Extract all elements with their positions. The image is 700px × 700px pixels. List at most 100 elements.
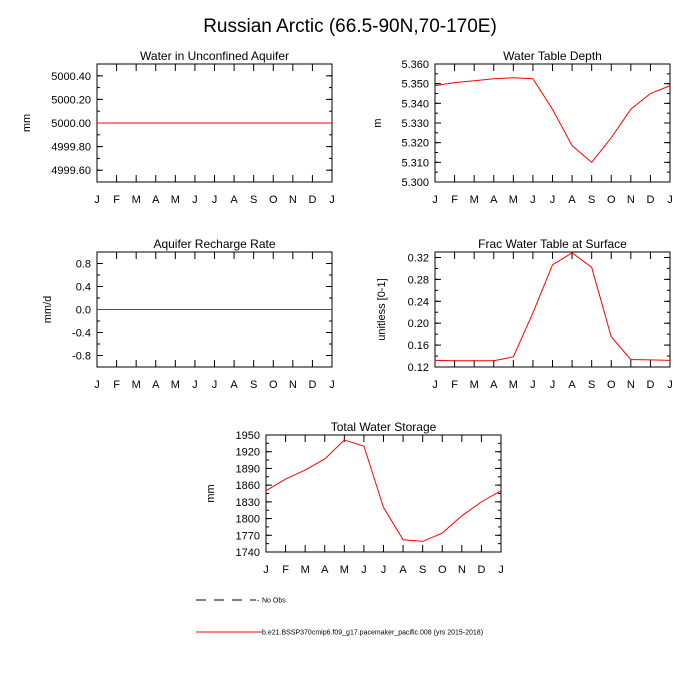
chart-frac-water-table-surface: Frac Water Table at Surface unitless [0-1…	[376, 237, 673, 391]
plot-frame	[434, 63, 671, 183]
x-tick-label: N	[289, 379, 297, 391]
y-tick-label: 5000.40	[51, 71, 91, 83]
x-tick-label: D	[646, 194, 654, 206]
y-tick-label: 1860	[236, 480, 260, 492]
y-axis-label: mm/d	[42, 296, 54, 324]
y-tick-label: 5.310	[401, 157, 429, 169]
x-tick-label: A	[152, 379, 160, 391]
x-tick-label: J	[212, 379, 218, 391]
chart-title: Water in Unconfined Aquifer	[140, 49, 289, 63]
x-tick-label: F	[451, 379, 458, 391]
x-tick-label: J	[667, 379, 673, 391]
x-tick-label: O	[269, 379, 278, 391]
y-tick-label: 1950	[236, 430, 260, 442]
x-tick-label: M	[171, 194, 180, 206]
x-tick-label: J	[530, 379, 536, 391]
legend-obs-label: No Obs	[262, 598, 286, 605]
x-tick-label: A	[568, 194, 576, 206]
x-tick-label: A	[490, 194, 498, 206]
x-tick-label: M	[132, 194, 141, 206]
x-tick-label: M	[132, 379, 141, 391]
y-tick-label: 1800	[236, 514, 260, 526]
x-tick-label: M	[340, 564, 349, 576]
x-tick-label: F	[113, 379, 120, 391]
x-tick-label: M	[301, 564, 310, 576]
figure-title: Russian Arctic (66.5-90N,70-170E)	[203, 16, 497, 37]
y-tick-label: 0.12	[408, 362, 429, 374]
series-line	[265, 439, 502, 542]
x-tick-label: N	[289, 194, 297, 206]
x-tick-label: D	[308, 379, 316, 391]
y-tick-label: 5000.00	[51, 118, 91, 130]
x-tick-label: J	[550, 379, 556, 391]
y-tick-label: -0.4	[72, 328, 91, 340]
y-tick-label: 5.360	[401, 59, 429, 71]
x-tick-label: J	[361, 564, 367, 576]
series-line	[434, 77, 671, 164]
y-tick-label: 0.16	[408, 340, 429, 352]
x-tick-label: M	[171, 379, 180, 391]
x-tick-label: F	[113, 194, 120, 206]
y-tick-label: 0.4	[76, 282, 91, 294]
x-tick-label: A	[230, 379, 238, 391]
x-tick-label: J	[432, 379, 438, 391]
x-tick-label: J	[94, 194, 100, 206]
x-tick-label: D	[646, 379, 654, 391]
x-tick-label: M	[509, 379, 518, 391]
x-tick-label: S	[588, 379, 595, 391]
x-tick-label: N	[627, 379, 635, 391]
x-tick-label: J	[329, 379, 335, 391]
legend-model-label: b.e21.BSSP370cmip6.f09_g17.pacemaker_pac…	[262, 630, 483, 637]
x-tick-label: D	[308, 194, 316, 206]
x-tick-label: A	[321, 564, 329, 576]
chart-title: Water Table Depth	[503, 49, 602, 63]
x-tick-label: S	[250, 194, 257, 206]
y-tick-label: 1920	[236, 447, 260, 459]
x-tick-label: A	[152, 194, 160, 206]
y-tick-label: 1830	[236, 497, 260, 509]
x-tick-label: J	[667, 194, 673, 206]
legend: - No Obs b.e21.BSSP370cmip6.f09_g17.pace…	[196, 598, 483, 637]
chart-title: Aquifer Recharge Rate	[153, 237, 275, 251]
y-tick-label: 5.330	[401, 118, 429, 130]
y-axis-label: mm	[205, 484, 217, 502]
series-line	[434, 252, 671, 362]
x-tick-label: J	[94, 379, 100, 391]
x-tick-label: S	[419, 564, 426, 576]
x-tick-label: A	[490, 379, 498, 391]
x-tick-label: A	[230, 194, 238, 206]
x-tick-label: F	[282, 564, 289, 576]
plot-frame	[265, 434, 502, 553]
x-tick-label: N	[627, 194, 635, 206]
y-tick-label: 0.28	[408, 274, 429, 286]
y-tick-label: 4999.80	[51, 142, 91, 154]
x-tick-label: M	[470, 194, 479, 206]
x-tick-label: J	[263, 564, 269, 576]
y-tick-label: 0.0	[76, 305, 91, 317]
x-tick-label: J	[530, 194, 536, 206]
x-tick-label: S	[588, 194, 595, 206]
x-tick-label: O	[269, 194, 278, 206]
y-tick-label: 4999.60	[51, 165, 91, 177]
y-axis-label: m	[372, 118, 384, 127]
y-tick-label: 0.8	[76, 259, 91, 271]
y-tick-label: 0.20	[408, 318, 429, 330]
x-tick-label: O	[607, 379, 616, 391]
y-tick-label: 0.32	[408, 252, 429, 264]
y-tick-label: 1770	[236, 530, 260, 542]
x-tick-label: J	[329, 194, 335, 206]
y-tick-label: 5.340	[401, 98, 429, 110]
x-tick-label: A	[568, 379, 576, 391]
y-axis-label: unitless [0-1]	[376, 278, 388, 340]
y-tick-label: 5000.20	[51, 94, 91, 106]
x-tick-label: J	[212, 194, 218, 206]
x-tick-label: F	[451, 194, 458, 206]
x-tick-label: J	[192, 194, 198, 206]
x-tick-label: J	[192, 379, 198, 391]
x-tick-label: J	[432, 194, 438, 206]
x-tick-label: O	[438, 564, 447, 576]
